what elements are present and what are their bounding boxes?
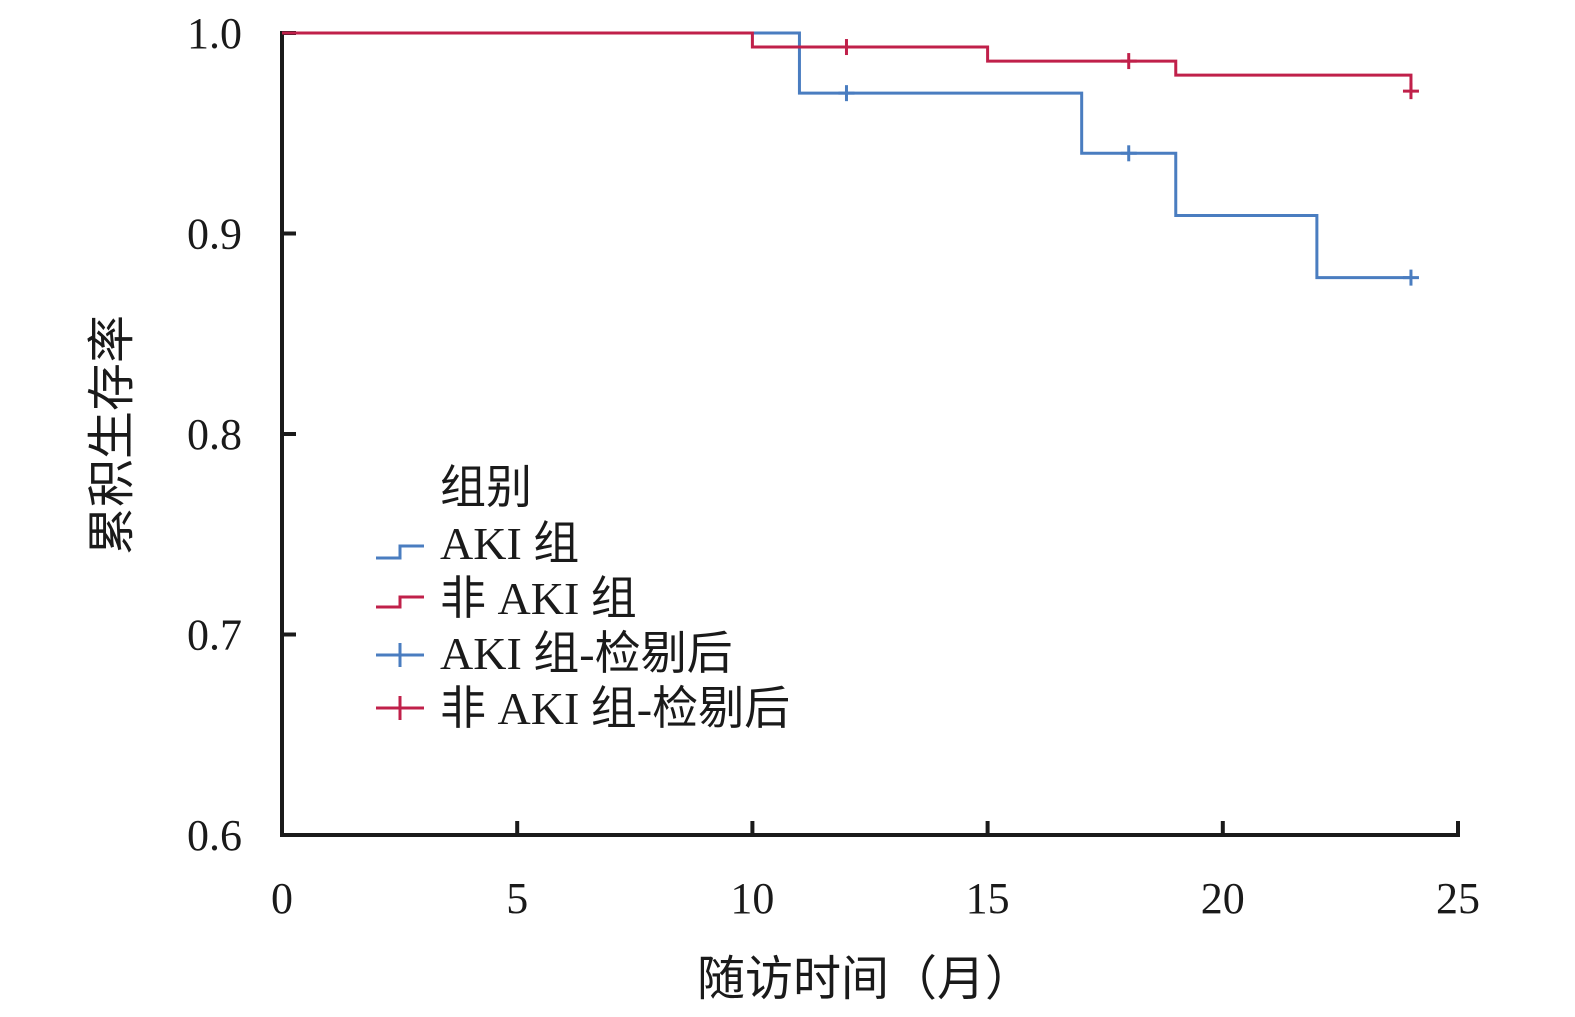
legend: 组别 AKI 组 非 AKI 组 AKI 组-检剔后 非 AKI 组-检剔后 xyxy=(376,462,790,734)
censor-mark-aki xyxy=(838,85,855,102)
censor-mark-aki xyxy=(1402,269,1419,286)
legend-label-aki: AKI 组 xyxy=(440,518,579,569)
y-tick-label: 0.6 xyxy=(187,811,242,860)
x-tick-label: 0 xyxy=(271,874,293,923)
y-axis-title: 累积生存率 xyxy=(86,315,139,555)
legend-label-non-aki-censored: 非 AKI 组-检剔后 xyxy=(440,683,790,734)
y-tick-label: 1.0 xyxy=(187,9,242,58)
legend-title: 组别 xyxy=(440,462,532,513)
legend-item-aki-censored: AKI 组-检剔后 xyxy=(376,628,733,679)
x-tick-label: 25 xyxy=(1436,874,1480,923)
x-tick-label: 15 xyxy=(966,874,1010,923)
x-ticks: 0 5 10 15 20 25 xyxy=(271,821,1480,923)
survival-curve-aki xyxy=(282,31,1411,280)
censor-mark-non-aki xyxy=(1402,83,1419,100)
legend-plus-icon-non-aki xyxy=(376,696,424,720)
censor-marks xyxy=(838,39,1419,286)
x-tick-label: 5 xyxy=(506,874,528,923)
y-tick-label: 0.7 xyxy=(187,611,242,660)
y-ticks: 0.6 0.7 0.8 0.9 1.0 xyxy=(187,9,296,860)
legend-plus-icon-aki xyxy=(376,643,424,667)
legend-item-non-aki: 非 AKI 组 xyxy=(376,573,637,624)
legend-step-icon-aki xyxy=(376,544,424,560)
x-axis-title: 随访时间（月） xyxy=(697,953,1033,1006)
censor-mark-non-aki xyxy=(838,39,855,56)
censor-mark-aki xyxy=(1120,145,1137,162)
survival-curves xyxy=(282,31,1413,280)
legend-step-icon-non-aki xyxy=(376,595,424,609)
x-tick-label: 10 xyxy=(730,874,774,923)
legend-item-non-aki-censored: 非 AKI 组-检剔后 xyxy=(376,683,790,734)
y-tick-label: 0.9 xyxy=(187,210,242,259)
y-tick-label: 0.8 xyxy=(187,410,242,459)
legend-label-non-aki: 非 AKI 组 xyxy=(440,573,637,624)
censor-mark-non-aki xyxy=(1120,53,1137,70)
survival-curve-non-aki xyxy=(282,31,1413,92)
legend-label-aki-censored: AKI 组-检剔后 xyxy=(440,628,733,679)
legend-item-aki: AKI 组 xyxy=(376,518,579,569)
x-tick-label: 20 xyxy=(1201,874,1245,923)
